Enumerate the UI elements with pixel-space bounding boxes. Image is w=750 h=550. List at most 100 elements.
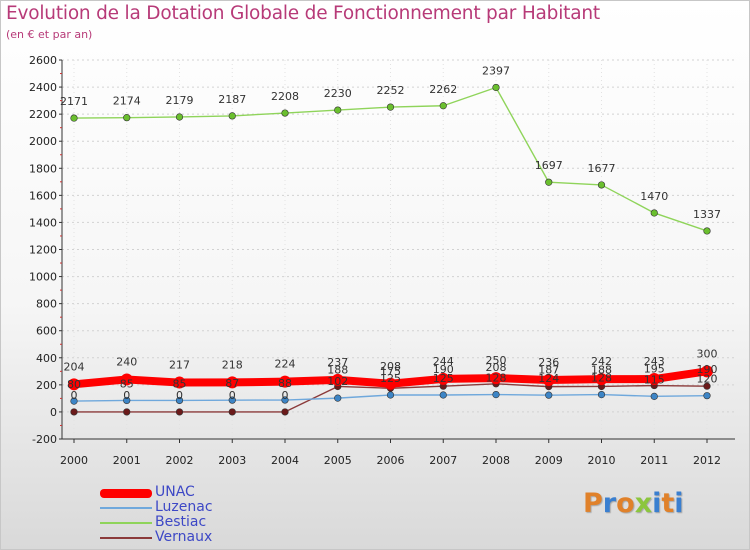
- data-point-unac: [701, 365, 713, 378]
- logo-letter: r: [602, 488, 617, 519]
- data-point-luzenac: [70, 397, 78, 405]
- data-point-luzenac: [228, 396, 236, 404]
- data-point-vernaux: [175, 408, 184, 416]
- x-tick-label: 2001: [113, 454, 141, 467]
- data-point-bestiac: [650, 209, 658, 217]
- data-point-bestiac: [492, 83, 500, 92]
- data-point-bestiac: [175, 113, 184, 121]
- y-tick-label: 800: [36, 298, 57, 311]
- data-point-luzenac: [545, 391, 553, 399]
- data-point-bestiac: [70, 114, 78, 122]
- y-tick-label: 2400: [29, 81, 57, 94]
- data-point-vernaux: [123, 408, 131, 416]
- data-label-bestiac: 2171: [60, 95, 88, 108]
- data-label-luzenac: 120: [697, 373, 718, 386]
- legend-label-bestiac: Bestiac: [155, 514, 207, 530]
- data-point-luzenac: [703, 392, 711, 400]
- legend-swatch-bestiac: [100, 522, 152, 524]
- data-label-vernaux: 175: [380, 365, 401, 378]
- data-point-luzenac: [281, 396, 289, 404]
- data-point-luzenac: [334, 394, 342, 402]
- logo-letter: t: [661, 488, 675, 519]
- legend-label-luzenac: Luzenac: [155, 499, 213, 515]
- data-label-bestiac: 2397: [482, 64, 510, 77]
- data-label-unac: 224: [275, 358, 296, 371]
- data-label-luzenac: 124: [538, 372, 559, 385]
- data-label-vernaux: 0: [71, 389, 78, 402]
- data-label-luzenac: 85: [120, 377, 134, 390]
- data-label-vernaux: 187: [538, 364, 559, 377]
- data-label-bestiac: 2174: [113, 95, 141, 108]
- data-label-bestiac: 2187: [218, 93, 246, 106]
- y-tick-label: 2000: [29, 135, 57, 148]
- x-tick-label: 2000: [60, 454, 88, 467]
- data-point-bestiac: [597, 181, 606, 189]
- x-tick-label: 2010: [588, 454, 616, 467]
- data-label-bestiac: 2208: [271, 90, 299, 103]
- y-tick-label: -200: [32, 433, 57, 446]
- data-point-unac: [490, 372, 502, 385]
- data-label-vernaux: 0: [123, 389, 130, 402]
- data-label-unac: 244: [433, 355, 454, 368]
- data-point-bestiac: [281, 109, 289, 117]
- data-label-vernaux: 190: [697, 363, 718, 376]
- data-label-unac: 242: [591, 355, 612, 368]
- y-tick-label: 1200: [29, 244, 57, 257]
- data-point-unac: [384, 377, 397, 390]
- data-label-bestiac: 1337: [693, 208, 721, 221]
- y-tick-label: 1000: [29, 271, 57, 284]
- data-point-unac: [542, 373, 555, 386]
- y-tick-label: 400: [36, 352, 57, 365]
- logo-letter: o: [616, 488, 635, 519]
- logo-letter: i: [674, 488, 684, 519]
- data-label-vernaux: 0: [229, 389, 236, 402]
- x-tick-label: 2002: [166, 454, 194, 467]
- y-tick-label: 1400: [29, 216, 57, 229]
- y-tick-label: 1600: [29, 189, 57, 202]
- data-label-vernaux: 188: [327, 363, 348, 376]
- y-tick-label: 200: [36, 379, 57, 392]
- data-label-bestiac: 2230: [324, 87, 352, 100]
- data-label-luzenac: 85: [173, 377, 187, 390]
- data-label-unac: 237: [327, 356, 348, 369]
- data-point-luzenac: [175, 396, 184, 405]
- data-label-vernaux: 190: [433, 363, 454, 376]
- series-layer: [68, 83, 713, 416]
- data-label-bestiac: 1677: [588, 162, 616, 175]
- x-tick-label: 2007: [429, 454, 457, 467]
- proxiti-logo: Proxiti: [583, 488, 684, 519]
- data-point-luzenac: [123, 396, 131, 405]
- data-label-luzenac: 115: [644, 373, 665, 386]
- data-label-vernaux: 0: [282, 389, 289, 402]
- grid-lines: [62, 59, 735, 440]
- data-point-luzenac: [386, 391, 395, 399]
- data-point-luzenac: [439, 391, 447, 399]
- legend-swatch-vernaux: [100, 537, 152, 539]
- x-tick-label: 2003: [218, 454, 246, 467]
- x-tick-label: 2006: [377, 454, 405, 467]
- y-tick-label: 2600: [29, 54, 57, 67]
- data-label-vernaux: 0: [176, 389, 183, 402]
- data-label-unac: 217: [169, 359, 190, 372]
- chart-subtitle: (en € et par an): [6, 28, 93, 41]
- data-point-unac: [331, 373, 344, 386]
- data-label-unac: 204: [64, 360, 85, 373]
- y-tick-label: 2200: [29, 108, 57, 121]
- x-tick-label: 2005: [324, 454, 352, 467]
- legend-swatch-unac: [100, 489, 152, 498]
- data-label-luzenac: 87: [225, 377, 239, 390]
- data-point-bestiac: [334, 106, 342, 114]
- data-point-unac: [648, 373, 661, 386]
- logo-letter: x: [634, 488, 653, 519]
- data-label-luzenac: 80: [67, 378, 81, 391]
- data-point-bestiac: [545, 178, 553, 186]
- data-point-unac: [279, 375, 291, 388]
- data-label-bestiac: 2179: [166, 94, 194, 107]
- logo-letter: i: [652, 488, 662, 519]
- data-point-unac: [595, 373, 608, 386]
- data-label-unac: 236: [538, 356, 559, 369]
- data-point-bestiac: [439, 102, 447, 110]
- x-tick-label: 2009: [535, 454, 563, 467]
